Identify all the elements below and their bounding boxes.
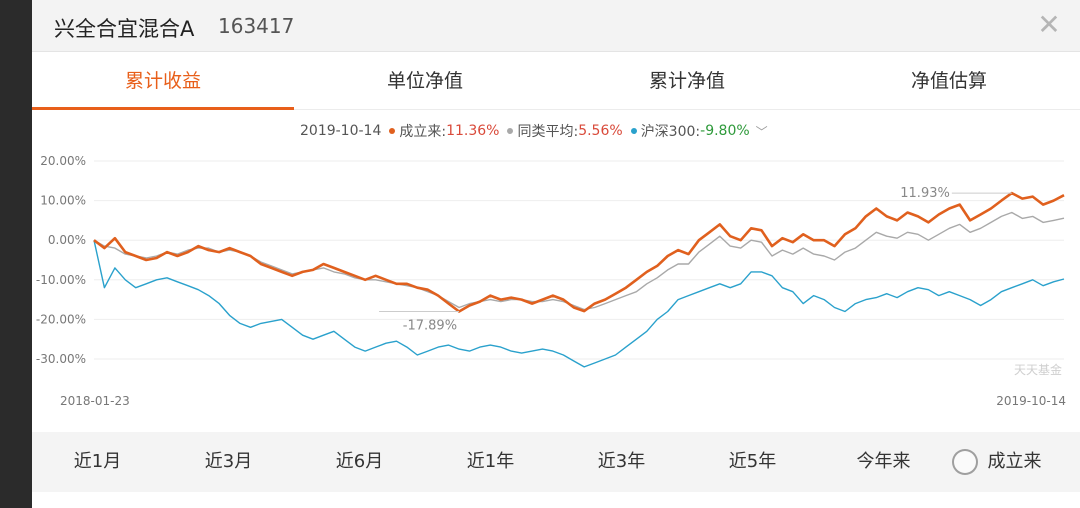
chart-legend[interactable]: 2019-10-14 成立来: 11.36% 同类平均: 5.56% 沪深300…	[300, 120, 768, 142]
series-line-peer	[93, 211, 1065, 311]
legend-index-value: -9.80%	[700, 123, 750, 139]
legend-dot-peer	[507, 128, 514, 134]
series-line-fund	[93, 191, 1065, 313]
tab-cumulative-nav[interactable]: 累计净值	[648, 70, 725, 92]
y-tick-label: 20.00%	[40, 154, 86, 168]
tab-unit-nav[interactable]: 单位净值	[386, 70, 463, 92]
y-tick-label: 10.00%	[40, 194, 86, 208]
period-5y[interactable]: 近5年	[728, 451, 777, 472]
period-1y[interactable]: 近1年	[466, 451, 515, 472]
min-annotation: -17.89%	[403, 318, 457, 333]
legend-dot-fund	[389, 128, 396, 134]
y-tick-label: -20.00%	[36, 312, 86, 326]
tab-cumulative-return[interactable]: 累计收益	[32, 52, 294, 110]
return-chart[interactable]: 20.00% 10.00% 0.00% -10.00% -20.00% -30.00% 20…	[32, 0, 1080, 432]
legend-fund-label: 成立来:	[399, 124, 447, 140]
y-tick-label: -10.00%	[36, 273, 86, 287]
max-annotation: 11.93%	[900, 186, 950, 201]
period-since-inception[interactable]: 成立来	[987, 451, 1042, 472]
close-icon[interactable]: ✕	[1037, 8, 1061, 41]
period-1m[interactable]: 近1月	[73, 451, 122, 472]
period-selector: 近1月 近3月 近6月 近1年 近3年 近5年 今年来 成立来	[32, 432, 1080, 492]
fund-detail-panel: 兴全合宜混合A 163417 ✕ 累计收益 单位净值 累计净值 净值估算 201…	[32, 0, 1080, 508]
legend-fund-value: 11.36%	[446, 123, 500, 139]
fund-code: 163417	[218, 14, 295, 38]
period-3y[interactable]: 近3年	[597, 451, 646, 472]
header-bar: 兴全合宜混合A 163417 ✕	[32, 0, 1080, 52]
legend-index-label: 沪深300:	[640, 124, 701, 140]
series-line-index	[93, 240, 1065, 368]
legend-peer-label: 同类平均:	[517, 124, 579, 140]
legend-dot-index	[630, 128, 637, 134]
chart-watermark: 天天基金	[1014, 362, 1062, 377]
tab-nav-estimate[interactable]: 净值估算	[910, 70, 987, 92]
period-6m[interactable]: 近6月	[335, 451, 384, 472]
y-tick-label: -30.00%	[36, 352, 86, 366]
period-ytd[interactable]: 今年来	[856, 451, 911, 472]
legend-peer-value: 5.56%	[578, 123, 623, 139]
x-start-label: 2018-01-23	[60, 394, 130, 408]
legend-date: 2019-10-14	[300, 123, 382, 139]
y-tick-label: 0.00%	[48, 233, 86, 247]
x-end-label: 2019-10-14	[996, 394, 1066, 408]
tab-bar: 累计收益 单位净值 累计净值 净值估算	[32, 52, 1080, 110]
chevron-down-icon[interactable]: ﹀	[755, 124, 768, 139]
period-3m[interactable]: 近3月	[204, 451, 253, 472]
fund-name: 兴全合宜混合A	[54, 17, 195, 41]
